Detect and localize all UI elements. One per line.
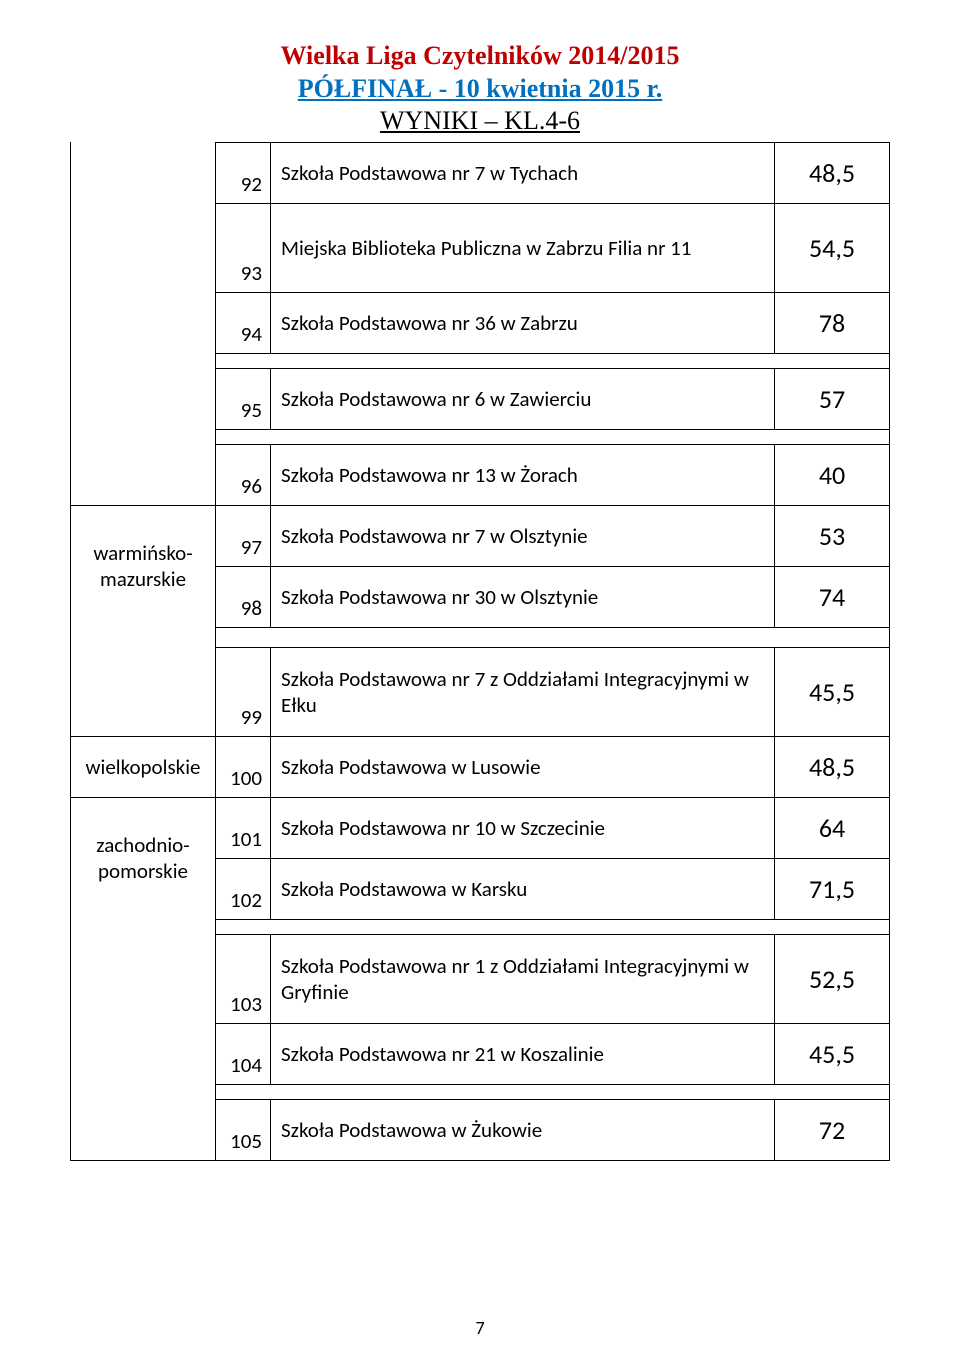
table-row: 96 Szkoła Podstawowa nr 13 w Żorach 40 <box>71 444 890 505</box>
spacer-row <box>71 919 890 934</box>
school-name: Szkoła Podstawowa nr 13 w Żorach <box>271 444 775 505</box>
row-number: 99 <box>216 647 271 736</box>
region-cell: warmińsko-mazurskie <box>71 505 216 627</box>
row-number: 103 <box>216 934 271 1023</box>
score: 48,5 <box>775 142 890 203</box>
table-row: zachodnio-pomorskie 101 Szkoła Podstawow… <box>71 797 890 858</box>
row-number: 101 <box>216 797 271 858</box>
score: 45,5 <box>775 1023 890 1084</box>
school-name: Szkoła Podstawowa w Lusowie <box>271 736 775 797</box>
table-row: wielkopolskie 100 Szkoła Podstawowa w Lu… <box>71 736 890 797</box>
score: 54,5 <box>775 203 890 292</box>
table-row: 103 Szkoła Podstawowa nr 1 z Oddziałami … <box>71 934 890 1023</box>
document-header: Wielka Liga Czytelników 2014/2015 PÓŁFIN… <box>70 40 890 138</box>
row-number: 94 <box>216 292 271 353</box>
region-cell-blank <box>71 647 216 736</box>
table-row: 99 Szkoła Podstawowa nr 7 z Oddziałami I… <box>71 647 890 736</box>
page: Wielka Liga Czytelników 2014/2015 PÓŁFIN… <box>0 0 960 1367</box>
row-number: 104 <box>216 1023 271 1084</box>
title-line-1: Wielka Liga Czytelników 2014/2015 <box>70 40 890 73</box>
spacer-row <box>71 627 890 647</box>
school-name: Szkoła Podstawowa nr 7 w Olsztynie <box>271 505 775 566</box>
results-table: 92 Szkoła Podstawowa nr 7 w Tychach 48,5… <box>70 142 890 1161</box>
row-number: 102 <box>216 858 271 919</box>
school-name: Szkoła Podstawowa nr 21 w Koszalinie <box>271 1023 775 1084</box>
score: 45,5 <box>775 647 890 736</box>
score: 71,5 <box>775 858 890 919</box>
region-cell: wielkopolskie <box>71 736 216 797</box>
score: 78 <box>775 292 890 353</box>
row-number: 96 <box>216 444 271 505</box>
region-cell-blank <box>71 1099 216 1160</box>
score: 53 <box>775 505 890 566</box>
region-cell-blank <box>71 142 216 444</box>
row-number: 97 <box>216 505 271 566</box>
page-number: 7 <box>0 1317 960 1339</box>
table-row: 105 Szkoła Podstawowa w Żukowie 72 <box>71 1099 890 1160</box>
score: 48,5 <box>775 736 890 797</box>
score: 64 <box>775 797 890 858</box>
table-row: warmińsko-mazurskie 97 Szkoła Podstawowa… <box>71 505 890 566</box>
school-name: Szkoła Podstawowa nr 10 w Szczecinie <box>271 797 775 858</box>
score: 72 <box>775 1099 890 1160</box>
region-cell-blank <box>71 444 216 505</box>
title-line-2: PÓŁFINAŁ - 10 kwietnia 2015 r. <box>70 73 890 106</box>
title-line-3: WYNIKI – KL.4-6 <box>380 106 580 135</box>
spacer-row <box>71 1084 890 1099</box>
school-name: Szkoła Podstawowa w Karsku <box>271 858 775 919</box>
school-name: Szkoła Podstawowa nr 1 z Oddziałami Inte… <box>271 934 775 1023</box>
school-name: Szkoła Podstawowa nr 7 w Tychach <box>271 142 775 203</box>
school-name: Szkoła Podstawowa nr 36 w Zabrzu <box>271 292 775 353</box>
row-number: 100 <box>216 736 271 797</box>
region-cell: zachodnio-pomorskie <box>71 797 216 919</box>
school-name: Szkoła Podstawowa nr 6 w Zawierciu <box>271 368 775 429</box>
school-name: Miejska Biblioteka Publiczna w Zabrzu Fi… <box>271 203 775 292</box>
score: 40 <box>775 444 890 505</box>
table-row: 92 Szkoła Podstawowa nr 7 w Tychach 48,5 <box>71 142 890 203</box>
row-number: 98 <box>216 566 271 627</box>
score: 57 <box>775 368 890 429</box>
row-number: 92 <box>216 142 271 203</box>
row-number: 93 <box>216 203 271 292</box>
school-name: Szkoła Podstawowa w Żukowie <box>271 1099 775 1160</box>
score: 74 <box>775 566 890 627</box>
school-name: Szkoła Podstawowa nr 30 w Olsztynie <box>271 566 775 627</box>
region-cell-blank <box>71 934 216 1084</box>
score: 52,5 <box>775 934 890 1023</box>
row-number: 95 <box>216 368 271 429</box>
row-number: 105 <box>216 1099 271 1160</box>
school-name: Szkoła Podstawowa nr 7 z Oddziałami Inte… <box>271 647 775 736</box>
